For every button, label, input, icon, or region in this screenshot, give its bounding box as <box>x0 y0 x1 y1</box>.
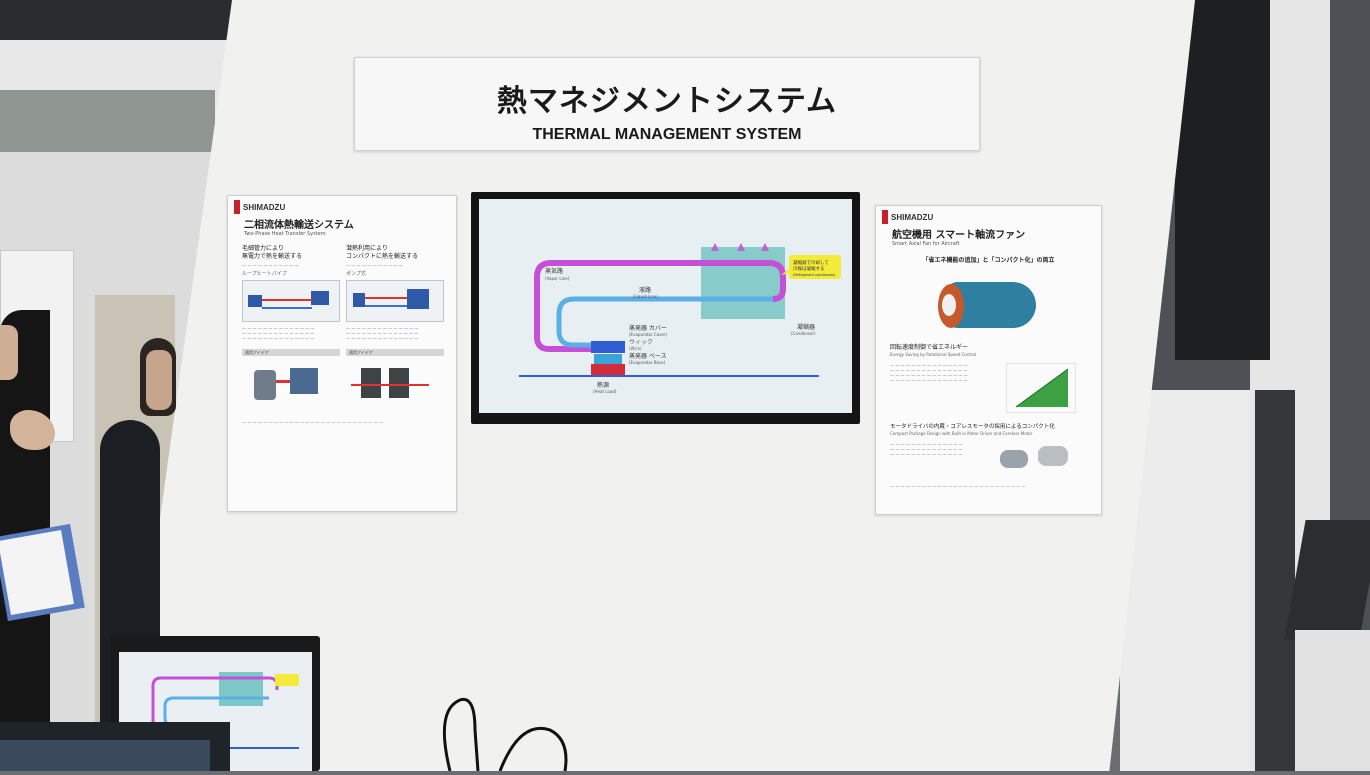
col2-tag: ポンプ式 <box>346 271 366 277</box>
label-liquid-line-en: (Liquid Line) <box>633 294 658 299</box>
poster-two-phase-heat-transfer: SHIMADZU 二相流体熱輸送システム Two-Phase Heat Tran… <box>227 195 457 512</box>
application-image-right <box>343 362 438 414</box>
main-monitor: 蒸気路 (Vapor Line) 液路 (Liquid Line) 凝縮器 (C… <box>471 192 860 424</box>
callout-text: 凝縮器で冷却して 冷媒は凝縮する (Refrigerant condenses) <box>793 259 836 277</box>
logo-text-right: SHIMADZU <box>891 212 934 222</box>
motor-images <box>996 442 1076 476</box>
vapor-line <box>534 260 786 352</box>
logo-mark-icon <box>234 200 240 214</box>
col1-tag: ループヒートパイプ <box>242 271 287 277</box>
callout-line-2: 冷媒は凝縮する <box>793 265 825 272</box>
condenser-block <box>701 247 785 319</box>
clipboard-paper <box>0 530 75 615</box>
label-vapor-line: 蒸気路 <box>545 267 563 275</box>
person-left-face <box>0 325 18 380</box>
section1-subheading: Energy Saving by Rotational Speed Contro… <box>890 352 977 357</box>
label-heat-source-en: (Heat Load) <box>593 389 617 394</box>
label-wick: ウィック <box>629 338 653 346</box>
label-evaporator-cover: 蒸発器 カバー <box>629 324 667 332</box>
pump-loop-diagram <box>346 280 444 322</box>
label-wick-en: (Wick) <box>629 346 642 351</box>
cooling-arrows <box>711 243 769 251</box>
callout-line-3: (Refrigerant condenses) <box>793 273 836 277</box>
shimadzu-logo-right: SHIMADZU <box>876 206 1101 224</box>
section1-heading: 回転速度制御で省エネルギー <box>890 344 969 351</box>
heat-pipe-diagram: 蒸気路 (Vapor Line) 液路 (Liquid Line) 凝縮器 (C… <box>519 243 841 394</box>
label-evaporator-cover-en: (Evaporator Cover) <box>629 332 668 337</box>
liquid-line <box>556 296 773 348</box>
label-evaporator-base-en: (Evaporator Base) <box>629 360 666 365</box>
logo-text: SHIMADZU <box>243 202 286 212</box>
monitor-screen: 蒸気路 (Vapor Line) 液路 (Liquid Line) 凝縮器 (C… <box>479 199 852 413</box>
application-bar-right: 適用アイデア <box>346 349 444 356</box>
right-table <box>1295 630 1370 771</box>
person-background-face <box>146 350 172 410</box>
label-heat-source: 熱源 <box>597 381 609 389</box>
poster-subtitle: Two-Phase Heat Transfer System <box>244 231 326 237</box>
poster-banner: 「省エネ機能の追加」と「コンパクト化」の両立 <box>922 257 1055 264</box>
poster-smart-axial-fan: SHIMADZU 航空機用 スマート軸流ファン Smart Axial Fan … <box>875 205 1102 515</box>
evaporator-cover <box>591 341 625 353</box>
right-dark-panel <box>1175 0 1270 360</box>
label-liquid-line: 液路 <box>639 286 651 294</box>
person-left-hand <box>10 410 55 450</box>
small-heat-pipe-diagram <box>139 672 299 749</box>
right-dark-slat <box>1255 390 1295 771</box>
title-english: THERMAL MANAGEMENT SYSTEM <box>532 126 802 143</box>
poster-title: 二相流体熱輸送システム <box>244 220 354 231</box>
section2-heading: モータドライバの内蔵・コアレスモータの採用によるコンパクト化 <box>890 424 1055 430</box>
title-sign: 熱マネジメントシステム THERMAL MANAGEMENT SYSTEM <box>354 57 980 151</box>
callout-box <box>789 255 841 279</box>
left-wall-band <box>0 90 215 152</box>
callout-line-1: 凝縮器で冷却して <box>793 259 829 266</box>
speed-chart-icon <box>1006 363 1076 413</box>
bottom-device-panel <box>0 740 210 771</box>
evaporator-base <box>594 354 622 364</box>
label-condenser-en: (Condenser) <box>791 331 816 336</box>
axial-fan-image <box>876 270 1101 340</box>
section2-subheading: Compact Package Design with Built-in Mot… <box>890 431 1033 436</box>
shimadzu-logo: SHIMADZU <box>228 196 456 214</box>
label-vapor-line-en: (Vapor Line) <box>545 276 570 281</box>
heat-source-block <box>591 364 625 376</box>
loop-heat-pipe-diagram <box>242 280 340 322</box>
col2-heading: 潜熱利用により コンパクトに熱を輸送する <box>346 245 419 260</box>
poster-title-right: 航空機用 スマート軸流ファン <box>892 230 1026 241</box>
label-evaporator-base: 蒸発器 ベース <box>629 352 667 360</box>
logo-mark-icon-right <box>882 210 888 224</box>
poster-subtitle-right: Smart Axial Fan for Aircraft <box>892 241 960 247</box>
application-bar-left: 適用アイデア <box>242 349 340 356</box>
application-image-left <box>242 362 337 414</box>
label-condenser: 凝縮器 <box>797 323 815 331</box>
title-japanese: 熱マネジメントシステム <box>496 84 838 119</box>
col1-heading: 毛細管力により 無電力で熱を輸送する <box>242 245 303 260</box>
cables <box>442 697 568 771</box>
